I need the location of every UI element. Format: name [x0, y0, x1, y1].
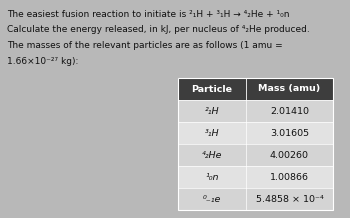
Text: 2.01410: 2.01410 [270, 107, 309, 116]
Text: ⁴₂He: ⁴₂He [202, 150, 222, 160]
Text: 1.66×10⁻²⁷ kg):: 1.66×10⁻²⁷ kg): [7, 56, 78, 65]
FancyBboxPatch shape [178, 188, 333, 210]
Text: ¹₀n: ¹₀n [205, 172, 219, 182]
FancyBboxPatch shape [178, 100, 333, 122]
Text: Particle: Particle [191, 85, 232, 94]
Text: 5.4858 × 10⁻⁴: 5.4858 × 10⁻⁴ [256, 194, 323, 203]
FancyBboxPatch shape [178, 122, 333, 144]
Text: 3.01605: 3.01605 [270, 128, 309, 138]
Text: Calculate the energy released, in kJ, per nucleus of ⁴₂He produced.: Calculate the energy released, in kJ, pe… [7, 26, 310, 34]
Text: The masses of the relevant particles are as follows (1 amu =: The masses of the relevant particles are… [7, 41, 283, 50]
Text: ³₁H: ³₁H [205, 128, 219, 138]
Text: The easiest fusion reaction to initiate is ²₁H + ³₁H → ⁴₂He + ¹₀n: The easiest fusion reaction to initiate … [7, 10, 289, 19]
Text: ⁰₋₁e: ⁰₋₁e [203, 194, 221, 203]
FancyBboxPatch shape [178, 144, 333, 166]
FancyBboxPatch shape [178, 166, 333, 188]
FancyBboxPatch shape [178, 78, 333, 100]
Text: 1.00866: 1.00866 [270, 172, 309, 182]
Text: ²₁H: ²₁H [205, 107, 219, 116]
Text: 4.00260: 4.00260 [270, 150, 309, 160]
Text: Mass (amu): Mass (amu) [258, 85, 321, 94]
